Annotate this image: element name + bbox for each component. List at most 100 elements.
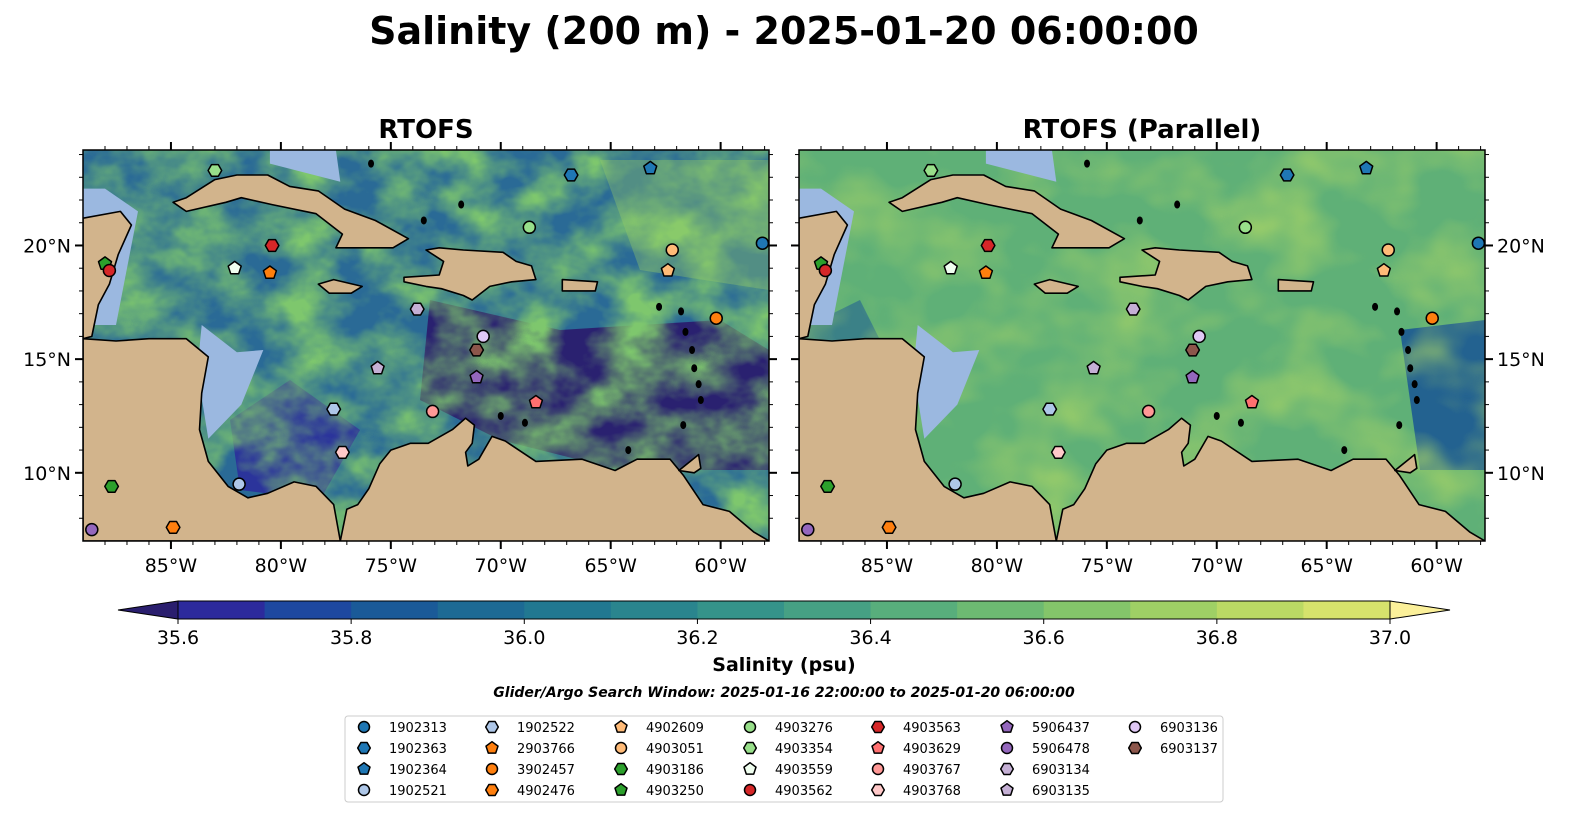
float-marker-1902522 (1042, 402, 1058, 416)
x-tick-label: 60°W (694, 555, 747, 577)
float-marker-1902313 (1471, 236, 1486, 250)
float-marker-4903186 (820, 479, 836, 494)
float-marker-4902476 (881, 520, 897, 534)
x-tick-label: 75°W (1081, 555, 1134, 577)
x-tick-label: 75°W (365, 555, 418, 577)
island (1405, 346, 1412, 355)
legend-label: 4903562 (775, 784, 833, 799)
legend-label: 4903563 (903, 721, 961, 736)
island (1174, 200, 1181, 209)
island (1411, 380, 1418, 389)
island (1398, 327, 1405, 336)
x-tick-label: 65°W (1300, 555, 1353, 577)
float-markers (85, 160, 770, 537)
float-marker-4903768 (334, 445, 350, 459)
x-tick-label: 70°W (475, 555, 528, 577)
float-marker-1902363 (1279, 168, 1295, 182)
colorbar-tick-label: 36.2 (676, 627, 718, 649)
legend-marker-6903134 (999, 762, 1015, 776)
legend-marker-4903354 (742, 741, 758, 755)
colorbar-extend-high (1389, 600, 1451, 620)
legend-label: 4903276 (775, 721, 833, 736)
colorbar-segment (351, 601, 439, 619)
legend-label: 5906437 (1032, 721, 1090, 736)
island (1413, 396, 1420, 405)
legend-label: 5906478 (1032, 742, 1090, 757)
float-marker-4903767 (1141, 404, 1156, 419)
map-frame (798, 149, 1486, 542)
landmasses (799, 150, 1485, 541)
float-marker-1902521 (948, 477, 962, 491)
legend-marker-4903559 (743, 761, 757, 775)
legend-label: 4902609 (646, 721, 704, 736)
x-tick-label: 85°W (861, 555, 914, 577)
legend-frame (344, 715, 1224, 803)
colorbar-segment (524, 601, 612, 619)
map-panel-rtofs: RTOFS 85°W 80°W 75°W 70°W 65°W 60°W 10°N 15°N 20… (23, 115, 777, 577)
legend-marker-1902364 (357, 761, 371, 775)
legend-label: 1902522 (517, 721, 575, 736)
legend-label: 4903767 (903, 763, 961, 778)
landmasses (83, 150, 769, 541)
x-tick-label: 65°W (584, 555, 637, 577)
island (682, 327, 689, 336)
x-tick-label: 85°W (145, 555, 198, 577)
colorbar-tick-label: 35.8 (330, 627, 372, 649)
x-tick-label: 70°W (1191, 555, 1244, 577)
colorbar-tick-label: 36.6 (1023, 627, 1065, 649)
colorbar-tick-label: 36.4 (849, 627, 891, 649)
legend-marker-4903629 (871, 740, 885, 754)
legend-label: 1902521 (389, 784, 447, 799)
y-tick-label: 20°N (1497, 235, 1545, 257)
legend-label: 4903250 (646, 784, 704, 799)
float-marker-1902522 (326, 402, 342, 416)
float-marker-4903629 (1244, 394, 1260, 409)
float-marker-1902521 (232, 477, 246, 491)
legend-label: 4903629 (903, 742, 961, 757)
land-cuba (888, 174, 1126, 249)
land-cuba (172, 174, 410, 249)
island (691, 364, 698, 373)
land-southAmerica (1055, 417, 1485, 541)
island (625, 446, 632, 455)
legend-label: 4903186 (646, 763, 704, 778)
legend-marker-4902476 (484, 783, 500, 797)
float-marker-2903766 (262, 265, 278, 280)
float-marker-4903354 (207, 163, 223, 178)
float-marker-6903134 (409, 302, 425, 316)
island (458, 200, 465, 209)
x-tick-label: 80°W (971, 555, 1024, 577)
legend-label: 4903559 (775, 763, 833, 778)
land-trinidad (1394, 453, 1418, 474)
island (1372, 302, 1379, 311)
float-marker-6903135 (1086, 360, 1101, 375)
float-marker-1902364 (1359, 160, 1374, 175)
legend-label: 3902457 (517, 763, 575, 778)
legend-marker-5906478 (1000, 741, 1014, 755)
map-frame (82, 149, 770, 542)
float-marker-5906437 (469, 369, 484, 384)
float-marker-1902364 (643, 160, 658, 175)
land-centralAmerica (83, 337, 348, 541)
island (1237, 418, 1244, 427)
x-tick-label: 60°W (1410, 555, 1463, 577)
y-tick-label: 15°N (1497, 349, 1545, 371)
legend-label: 4902476 (517, 784, 575, 799)
land-jamaica (317, 278, 363, 294)
float-marker-4902476 (165, 520, 181, 534)
legend: 1902313 1902363 1902364 1902521 1902522 29037… (344, 715, 1224, 803)
shelf-shallow-region (913, 325, 980, 439)
land-centralAmerica (799, 337, 1064, 541)
high-salinity-region (600, 160, 769, 290)
legend-label: 1902313 (389, 721, 447, 736)
legend-label: 4903051 (646, 742, 704, 757)
float-marker-4903559 (227, 260, 242, 275)
legend-label: 4903768 (903, 784, 961, 799)
legend-label: 2903766 (517, 742, 575, 757)
legend-marker-4903051 (614, 741, 628, 755)
island (1213, 411, 1220, 420)
float-marker-4903276 (1238, 220, 1253, 235)
legend-marker-4903767 (871, 762, 885, 776)
colorbar-segment (610, 601, 698, 619)
island (697, 396, 704, 405)
